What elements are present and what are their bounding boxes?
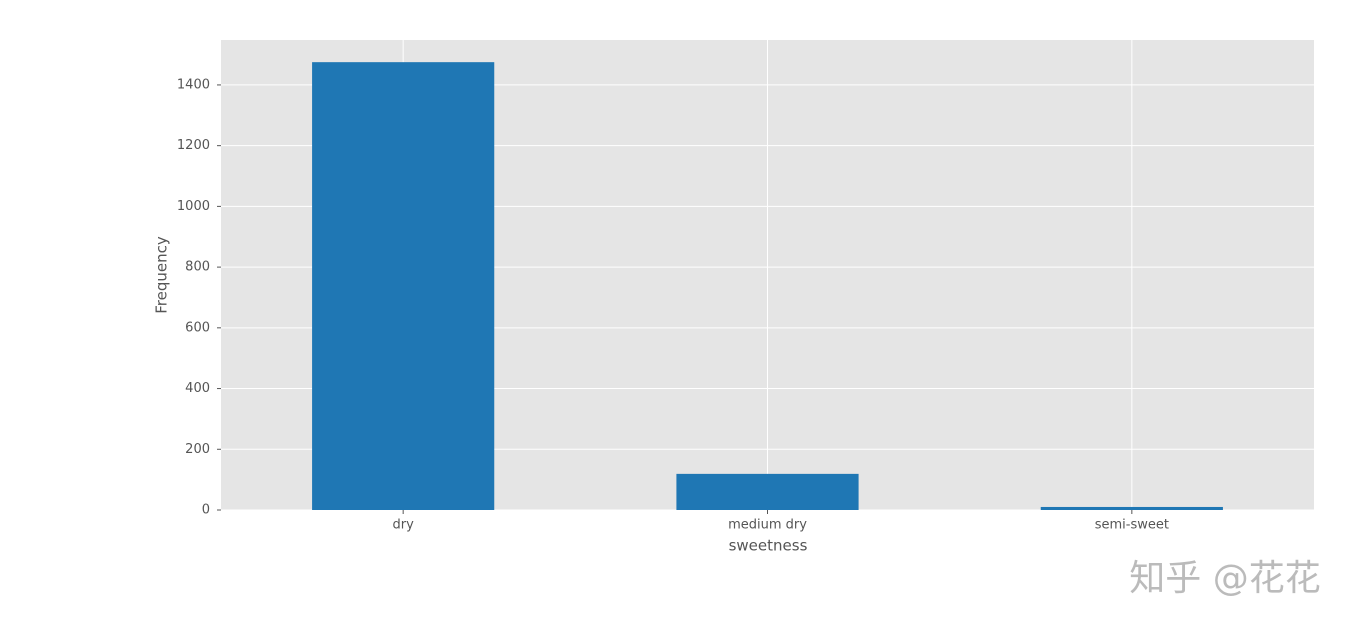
y-tick-label: 1200 bbox=[177, 138, 210, 153]
y-tick-label: 0 bbox=[202, 503, 210, 518]
x-tick-label: medium dry bbox=[728, 518, 807, 533]
y-tick-label: 1000 bbox=[177, 199, 210, 214]
y-tick-label: 400 bbox=[185, 381, 210, 396]
y-axis-label: Frequency bbox=[153, 236, 171, 314]
y-tick-label: 1400 bbox=[177, 77, 210, 92]
bar bbox=[312, 62, 495, 510]
bar bbox=[676, 473, 859, 510]
y-tick-label: 600 bbox=[185, 320, 210, 335]
watermark: 知乎 @花花 bbox=[1129, 558, 1320, 599]
x-tick-label: semi-sweet bbox=[1095, 518, 1169, 533]
y-tick-label: 800 bbox=[185, 260, 210, 275]
y-tick-label: 200 bbox=[185, 442, 210, 457]
x-tick-label: dry bbox=[393, 518, 415, 533]
x-axis-label: sweetness bbox=[729, 537, 808, 555]
bar bbox=[1040, 506, 1223, 510]
